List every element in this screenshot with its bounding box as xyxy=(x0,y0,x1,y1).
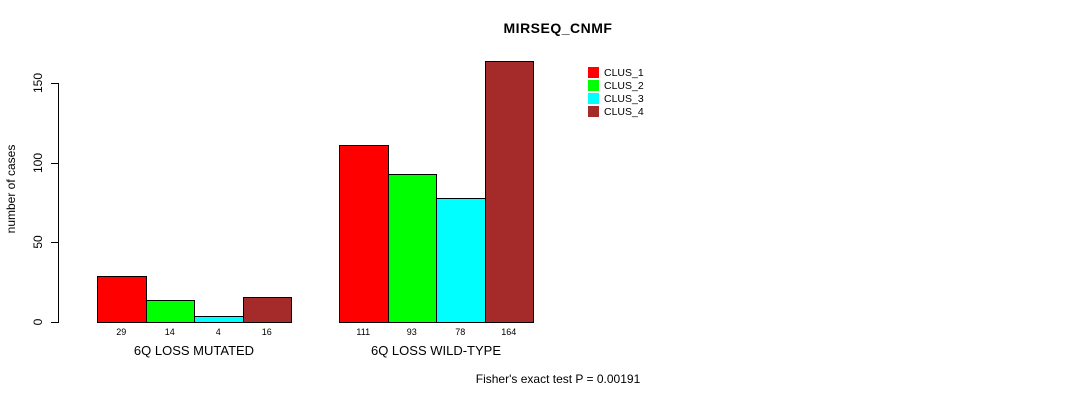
legend: CLUS_1 CLUS_2 CLUS_3 CLUS_4 xyxy=(588,66,644,118)
y-tick xyxy=(51,162,58,164)
bar-value-label: 4 xyxy=(215,327,221,337)
bar-clus_4-2 xyxy=(484,60,534,323)
y-tick-label: 150 xyxy=(31,72,45,94)
category-label: 6Q LOSS WILD-TYPE xyxy=(370,343,502,358)
bar-value-label: 16 xyxy=(261,327,272,337)
bar-clus_3-1 xyxy=(194,315,244,323)
legend-swatch-icon xyxy=(588,80,599,91)
category-label: 6Q LOSS MUTATED xyxy=(133,343,255,358)
bar-clus_1-2 xyxy=(339,145,389,323)
legend-label: CLUS_1 xyxy=(604,66,644,79)
y-tick xyxy=(51,83,58,84)
y-tick-label: 100 xyxy=(31,152,45,173)
y-tick-label: 50 xyxy=(31,235,45,250)
legend-item-clus_3: CLUS_3 xyxy=(588,92,644,105)
legend-swatch-icon xyxy=(588,67,599,78)
bar-value-label: 164 xyxy=(501,327,517,337)
legend-item-clus_2: CLUS_2 xyxy=(588,79,644,92)
chart-title: MIRSEQ_CNMF xyxy=(503,20,613,36)
bar-clus_3-2 xyxy=(436,197,486,323)
bar-value-label: 93 xyxy=(406,327,417,337)
bar-value-label: 78 xyxy=(455,327,466,337)
bar-clus_2-1 xyxy=(145,299,195,323)
legend-item-clus_1: CLUS_1 xyxy=(588,66,644,79)
bar-value-label: 29 xyxy=(116,327,127,337)
bar-clus_1-1 xyxy=(97,275,147,323)
legend-label: CLUS_3 xyxy=(604,92,644,105)
legend-label: CLUS_4 xyxy=(604,105,644,118)
bar-value-label: 111 xyxy=(356,327,371,337)
y-tick-label: 0 xyxy=(31,318,45,326)
legend-label: CLUS_2 xyxy=(604,79,644,92)
bar-value-label: 14 xyxy=(164,327,175,337)
y-tick xyxy=(51,322,58,323)
fisher-test-annotation: Fisher's exact test P = 0.00191 xyxy=(475,372,641,386)
bar-clus_2-2 xyxy=(387,173,437,323)
legend-swatch-icon xyxy=(588,106,599,117)
y-tick xyxy=(51,242,58,244)
y-axis-label: number of cases xyxy=(4,144,18,234)
legend-swatch-icon xyxy=(588,93,599,104)
bar-clus_4-1 xyxy=(242,296,292,323)
legend-item-clus_4: CLUS_4 xyxy=(588,105,644,118)
y-axis-line xyxy=(58,83,59,323)
